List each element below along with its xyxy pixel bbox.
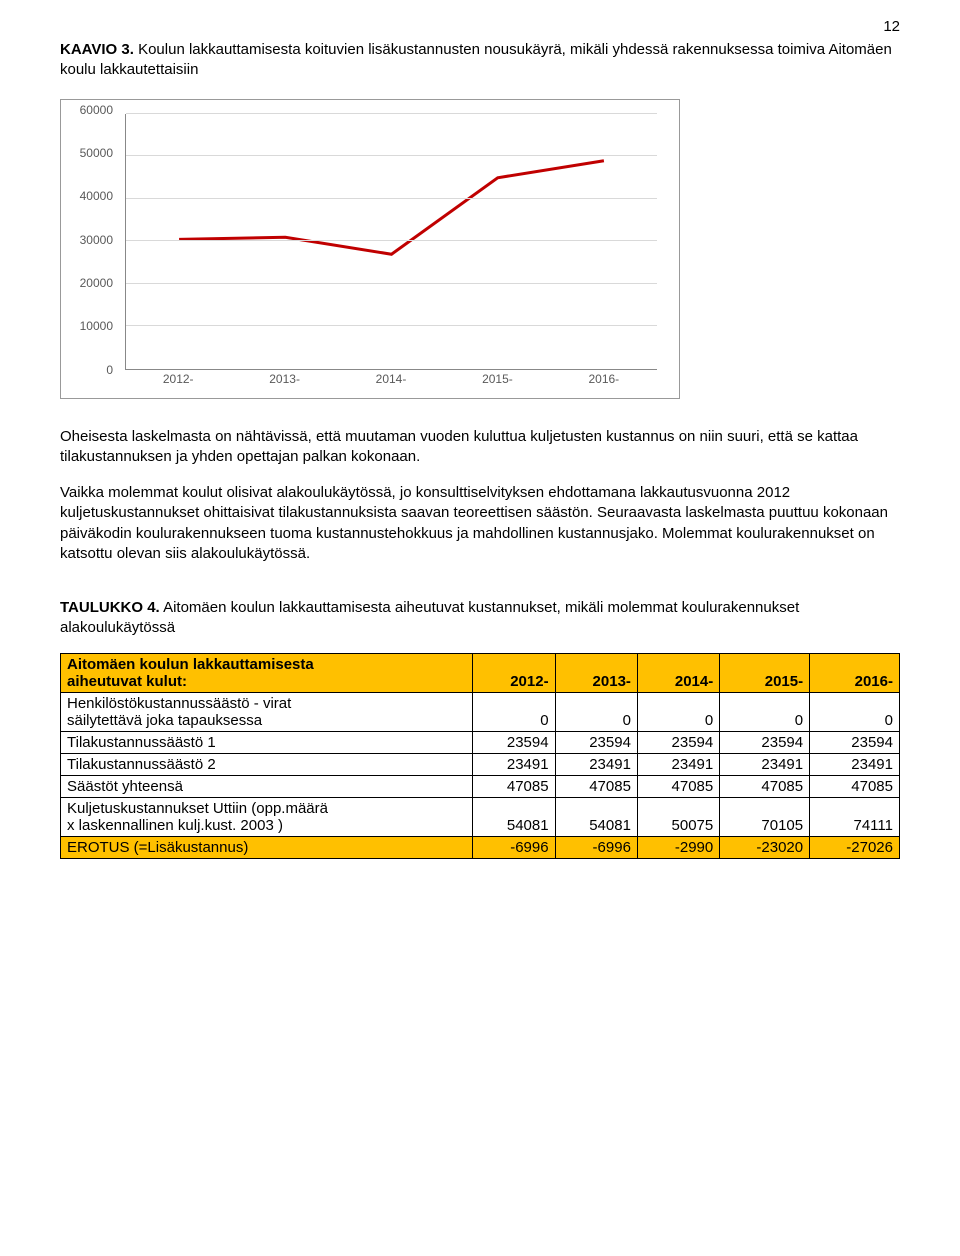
y-tick-label: 60000: [80, 103, 113, 117]
table-cell: 23594: [637, 731, 719, 753]
table-cell: 0: [810, 692, 900, 731]
gridline: [126, 325, 657, 326]
table-cell: 50075: [637, 797, 719, 836]
paragraph-1: Oheisesta laskelmasta on nähtävissä, ett…: [60, 427, 900, 468]
x-tick-label: 2016-: [551, 372, 657, 392]
table-cell: 23594: [720, 731, 810, 753]
x-tick-label: 2012-: [125, 372, 231, 392]
table-cell: 0: [473, 692, 555, 731]
table-year-header: 2013-: [555, 653, 637, 692]
table-cell: 0: [720, 692, 810, 731]
line-chart: 0100002000030000400005000060000 2012-201…: [60, 99, 680, 399]
table-row: Henkilöstökustannussäästö - viratsäilyte…: [61, 692, 900, 731]
y-tick-label: 40000: [80, 189, 113, 203]
table-header-row: Aitomäen koulun lakkauttamisesta aiheutu…: [61, 653, 900, 692]
y-tick-label: 0: [106, 363, 113, 377]
table-header-label: Aitomäen koulun lakkauttamisesta aiheutu…: [61, 653, 473, 692]
table-cell: 23594: [555, 731, 637, 753]
table-cell: 23594: [810, 731, 900, 753]
taulukko-4-caption: TAULUKKO 4. Aitomäen koulun lakkauttamis…: [60, 598, 900, 639]
table-cell: 23491: [810, 753, 900, 775]
erotus-row: EROTUS (=Lisäkustannus)-6996-6996-2990-2…: [61, 836, 900, 858]
table-row: Tilakustannussäästö 12359423594235942359…: [61, 731, 900, 753]
table-year-header: 2015-: [720, 653, 810, 692]
table-cell: 0: [555, 692, 637, 731]
heading-rest: Koulun lakkauttamisesta koituvien lisäku…: [60, 41, 892, 78]
x-tick-label: 2014-: [338, 372, 444, 392]
y-tick-label: 30000: [80, 233, 113, 247]
y-tick-label: 10000: [80, 319, 113, 333]
table-cell: 23594: [473, 731, 555, 753]
gridline: [126, 113, 657, 114]
row-label: Säästöt yhteensä: [61, 775, 473, 797]
table-cell: 23491: [555, 753, 637, 775]
gridline: [126, 198, 657, 199]
t4-caption-strong: TAULUKKO 4.: [60, 599, 160, 616]
x-tick-label: 2013-: [231, 372, 337, 392]
table-cell: 54081: [555, 797, 637, 836]
table-row: Tilakustannussäästö 22349123491234912349…: [61, 753, 900, 775]
table-year-header: 2016-: [810, 653, 900, 692]
row-label: Tilakustannussäästö 2: [61, 753, 473, 775]
gridline: [126, 283, 657, 284]
table-cell: 47085: [555, 775, 637, 797]
erotus-label: EROTUS (=Lisäkustannus): [61, 836, 473, 858]
table-cell: 23491: [473, 753, 555, 775]
table-year-header: 2012-: [473, 653, 555, 692]
erotus-cell: -27026: [810, 836, 900, 858]
table-cell: 23491: [720, 753, 810, 775]
page-number: 12: [883, 18, 900, 35]
table-cell: 54081: [473, 797, 555, 836]
gridline: [126, 240, 657, 241]
paragraph-2: Vaikka molemmat koulut olisivat alakoulu…: [60, 483, 900, 564]
table-year-header: 2014-: [637, 653, 719, 692]
row-label: Henkilöstökustannussäästö - viratsäilyte…: [61, 692, 473, 731]
row-label: Tilakustannussäästö 1: [61, 731, 473, 753]
chart-y-axis-labels: 0100002000030000400005000060000: [71, 110, 119, 370]
table-cell: 47085: [720, 775, 810, 797]
taulukko-4: Aitomäen koulun lakkauttamisesta aiheutu…: [60, 653, 900, 859]
table-row: Kuljetuskustannukset Uttiin (opp.määräx …: [61, 797, 900, 836]
table-row: Säästöt yhteensä470854708547085470854708…: [61, 775, 900, 797]
table-cell: 74111: [810, 797, 900, 836]
erotus-cell: -6996: [555, 836, 637, 858]
table-cell: 70105: [720, 797, 810, 836]
table-cell: 47085: [810, 775, 900, 797]
y-tick-label: 50000: [80, 146, 113, 160]
erotus-cell: -2990: [637, 836, 719, 858]
heading-strong: KAAVIO 3.: [60, 41, 134, 58]
table-cell: 0: [637, 692, 719, 731]
chart-x-axis-labels: 2012-2013-2014-2015-2016-: [125, 372, 657, 392]
table-cell: 47085: [473, 775, 555, 797]
table-cell: 23491: [637, 753, 719, 775]
table-cell: 47085: [637, 775, 719, 797]
row-label: Kuljetuskustannukset Uttiin (opp.määräx …: [61, 797, 473, 836]
x-tick-label: 2015-: [444, 372, 550, 392]
chart-line-series: [126, 114, 657, 369]
y-tick-label: 20000: [80, 276, 113, 290]
chart-plot-area: [125, 114, 657, 370]
kaavio-3-heading: KAAVIO 3. Koulun lakkauttamisesta koituv…: [60, 40, 900, 81]
erotus-cell: -23020: [720, 836, 810, 858]
gridline: [126, 155, 657, 156]
erotus-cell: -6996: [473, 836, 555, 858]
t4-caption-rest: Aitomäen koulun lakkauttamisesta aiheutu…: [60, 599, 799, 636]
